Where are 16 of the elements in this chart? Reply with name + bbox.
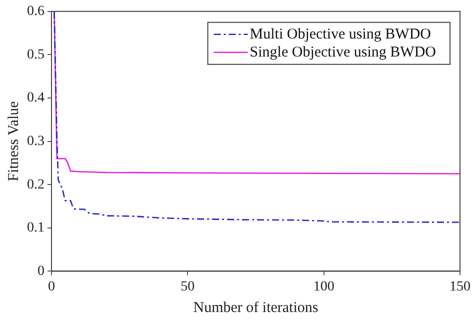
- legend-label: Single Objective using BWDO: [250, 44, 436, 60]
- y-tick-label: 0.3: [27, 134, 44, 149]
- y-tick-label: 0.1: [27, 220, 44, 236]
- legend-label: Multi Objective using BWDO: [250, 26, 432, 42]
- y-tick-label: 0.6: [27, 4, 44, 20]
- x-tick-label: 150: [450, 279, 470, 294]
- y-axis-title: Fitness Value: [6, 100, 22, 182]
- y-tick-label: 0.4: [27, 90, 44, 106]
- y-tick-label: 0.2: [27, 177, 44, 192]
- y-tick-label: 0: [38, 264, 44, 279]
- x-tick-label: 100: [313, 279, 334, 294]
- x-tick-label: 0: [48, 279, 55, 294]
- line-series: [54, 11, 460, 223]
- x-axis-title: Number of iterations: [193, 300, 318, 316]
- y-tick-label: 0.5: [27, 47, 44, 62]
- x-tick-label: 50: [180, 279, 195, 294]
